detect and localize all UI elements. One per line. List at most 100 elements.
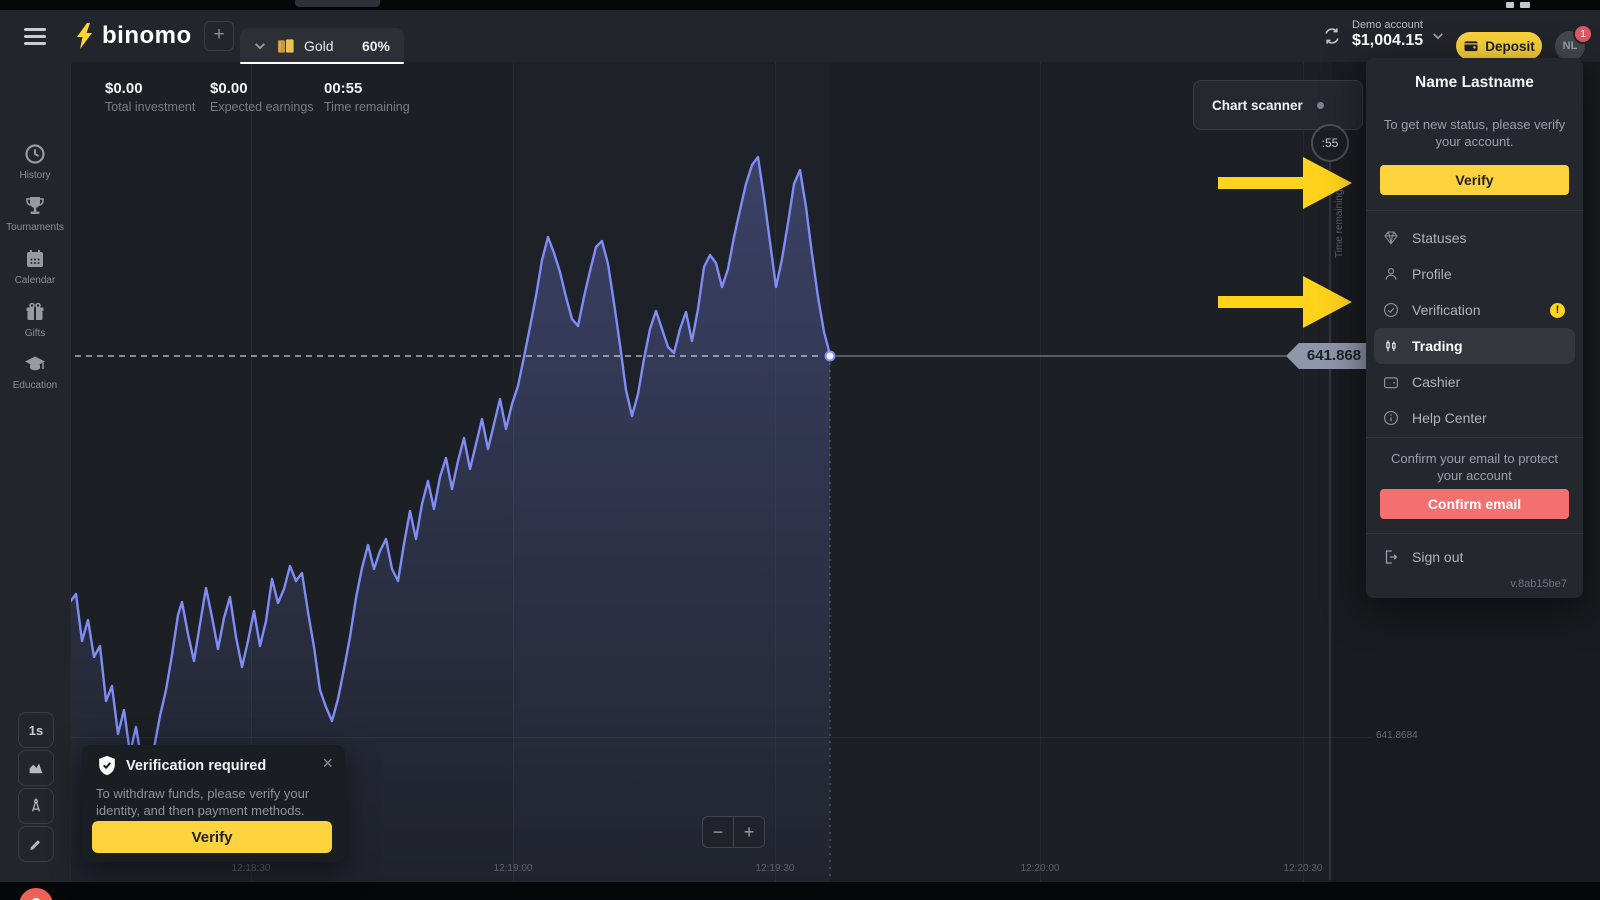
candlestick-chart-icon xyxy=(1386,340,1396,352)
menu-item-label: Help Center xyxy=(1412,410,1487,426)
verification-alert-badge: ! xyxy=(1550,302,1565,318)
account-panel: Name Lastname To get new status, please … xyxy=(1366,58,1583,598)
gridline-horizontal xyxy=(70,737,1372,738)
confirm-email-button[interactable]: Confirm email xyxy=(1380,489,1569,519)
area-chart-icon xyxy=(29,763,43,774)
pencil-icon xyxy=(30,840,41,850)
gridline-vertical xyxy=(1040,62,1041,882)
gold-bars-icon xyxy=(277,39,294,53)
divider xyxy=(1366,210,1583,211)
brand-name: binomo xyxy=(102,22,192,49)
chart-scanner-label: Chart scanner xyxy=(1212,97,1303,113)
time-axis-label: 12:18:30 xyxy=(231,863,271,874)
drawing-tool-button[interactable] xyxy=(18,826,54,862)
menu-item-label: Verification xyxy=(1412,302,1481,318)
shield-check-icon xyxy=(99,755,115,776)
timer-badge: :55 xyxy=(1311,124,1349,162)
active-tab-underline xyxy=(240,62,404,64)
account-type-label: Demo account xyxy=(1352,19,1423,31)
sidebar-item-tournaments[interactable]: Tournaments xyxy=(0,194,70,233)
notification-badge: 1 xyxy=(1573,24,1593,44)
popup-verify-button[interactable]: Verify xyxy=(92,821,332,853)
asset-tab-gold[interactable]: Gold 60% xyxy=(240,28,404,64)
sidebar-item-history[interactable]: History xyxy=(0,142,70,181)
browser-tab-remnant xyxy=(295,0,380,7)
menu-item-verification[interactable]: Verification ! xyxy=(1374,292,1575,328)
menu-item-trading[interactable]: Trading xyxy=(1374,328,1575,364)
sidebar-item-label: History xyxy=(19,170,51,181)
stat-label: Total investment xyxy=(105,100,196,114)
sidebar-item-education[interactable]: Education xyxy=(0,352,70,391)
sidebar-item-calendar[interactable]: Calendar xyxy=(0,247,70,286)
stat-label: Time remaining xyxy=(324,100,410,114)
trophy-icon xyxy=(26,197,44,214)
account-selector[interactable]: Demo account $1,004.15 xyxy=(1352,19,1423,50)
chart-type-button[interactable] xyxy=(18,750,54,786)
chart-scanner-button[interactable]: Chart scanner xyxy=(1193,80,1363,130)
account-chevron-down-icon[interactable] xyxy=(1432,32,1444,40)
stat-value: $0.00 xyxy=(210,80,248,97)
menu-item-label: Cashier xyxy=(1412,374,1461,390)
close-icon[interactable]: × xyxy=(322,753,333,773)
binomo-logo[interactable]: binomo xyxy=(74,22,192,50)
zoom-in-button[interactable]: + xyxy=(734,816,765,848)
lightning-bolt-icon xyxy=(77,22,92,49)
add-asset-button[interactable]: + xyxy=(204,21,234,51)
sign-out-button[interactable]: Sign out xyxy=(1382,548,1463,566)
calendar-icon xyxy=(27,249,43,267)
chart-line xyxy=(69,155,832,773)
menu-item-profile[interactable]: Profile xyxy=(1374,256,1575,292)
menu-item-help-center[interactable]: Help Center xyxy=(1374,400,1575,436)
panel-verify-button[interactable]: Verify xyxy=(1380,165,1569,195)
user-name: Name Lastname xyxy=(1415,74,1534,91)
time-axis-label: 12:19:00 xyxy=(493,863,533,874)
stat-time-remaining: 00:55 Time remaining xyxy=(324,80,410,114)
top-chrome-strip xyxy=(0,0,1600,10)
current-price-dot xyxy=(824,350,836,362)
check-circle-icon xyxy=(1383,302,1399,318)
refresh-account-icon[interactable] xyxy=(1322,26,1342,46)
divider xyxy=(1366,437,1583,438)
email-hint: Confirm your email to protect your accou… xyxy=(1391,451,1558,483)
popup-body: To withdraw funds, please verify your id… xyxy=(96,786,310,818)
menu-item-label: Trading xyxy=(1412,338,1463,354)
indicators-button[interactable] xyxy=(18,788,54,824)
gridline-vertical xyxy=(513,62,514,882)
timeframe-button[interactable]: 1s xyxy=(18,712,54,748)
divider xyxy=(1366,533,1583,534)
verification-popup: Verification required × To withdraw fund… xyxy=(82,745,345,862)
gift-icon xyxy=(26,302,44,320)
sidebar-item-label: Calendar xyxy=(14,275,56,286)
stat-expected-earnings: $0.00 Expected earnings xyxy=(210,80,314,114)
top-bar: binomo + Gold 60% Demo account $1,004.15 xyxy=(0,10,1600,64)
current-price-tag: 641.868 xyxy=(1286,343,1372,369)
menu-item-statuses[interactable]: Statuses xyxy=(1374,220,1575,256)
sidebar-item-gifts[interactable]: Gifts xyxy=(0,300,70,339)
gem-icon xyxy=(1384,231,1398,245)
status-hint: To get new status, please verify your ac… xyxy=(1383,117,1566,149)
expiry-time-line xyxy=(1329,162,1331,880)
scanner-status-dot xyxy=(1316,101,1324,109)
sign-out-label: Sign out xyxy=(1412,549,1464,565)
sidebar-item-label: Education xyxy=(12,380,58,391)
chart-zoom-controls: − + xyxy=(702,816,765,848)
deposit-button[interactable]: Deposit xyxy=(1456,32,1542,60)
browser-control-remnant xyxy=(1506,2,1514,8)
help-button[interactable]: ? xyxy=(19,888,53,900)
time-axis-label: 12:20:30 xyxy=(1283,863,1323,874)
stat-total-investment: $0.00 Total investment xyxy=(105,80,195,114)
gridline-vertical xyxy=(775,62,776,882)
stat-label: Expected earnings xyxy=(210,100,314,114)
drafting-compass-icon xyxy=(32,798,40,812)
profile-icon xyxy=(1385,267,1397,280)
menu-item-cashier[interactable]: Cashier xyxy=(1374,364,1575,400)
time-axis-label: 12:20:00 xyxy=(1020,863,1060,874)
zoom-out-button[interactable]: − xyxy=(702,816,734,848)
history-clock-icon xyxy=(25,144,45,164)
hamburger-menu-icon[interactable] xyxy=(24,28,46,45)
deposit-label: Deposit xyxy=(1485,38,1535,54)
stat-value: 00:55 xyxy=(324,80,363,97)
asset-payout: 60% xyxy=(361,38,390,54)
menu-item-label: Profile xyxy=(1412,266,1452,282)
